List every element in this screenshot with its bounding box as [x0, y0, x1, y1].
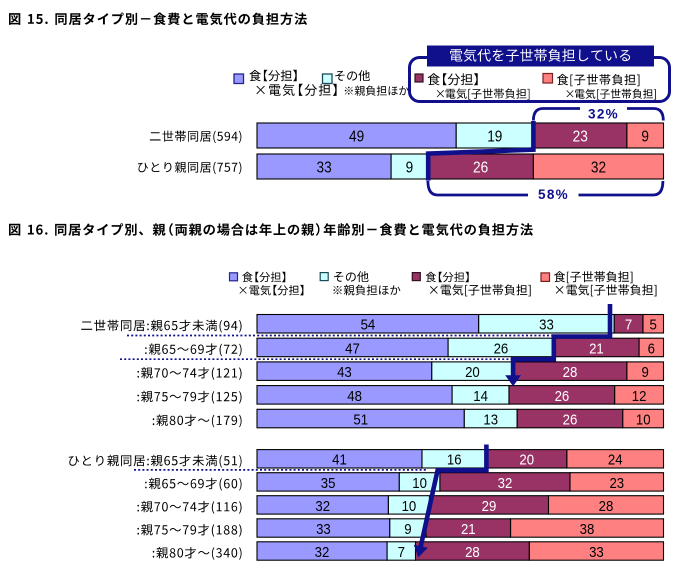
svg-text:28: 28 — [563, 363, 578, 380]
svg-text:28: 28 — [599, 497, 614, 514]
svg-text:10: 10 — [636, 411, 651, 428]
svg-text:32: 32 — [315, 543, 330, 560]
svg-text:9: 9 — [406, 160, 414, 177]
svg-text:24: 24 — [608, 451, 623, 468]
svg-text:47: 47 — [345, 339, 360, 356]
svg-text:7: 7 — [625, 316, 632, 333]
svg-text:33: 33 — [316, 520, 331, 537]
svg-text:29: 29 — [482, 497, 497, 514]
svg-text:33: 33 — [589, 543, 604, 560]
svg-text:19: 19 — [487, 129, 502, 146]
svg-text:26: 26 — [563, 411, 578, 428]
svg-text:26: 26 — [473, 160, 488, 177]
svg-text:6: 6 — [648, 339, 655, 356]
svg-text:38: 38 — [580, 520, 595, 537]
svg-text:28: 28 — [465, 543, 480, 560]
svg-text:10: 10 — [402, 497, 417, 514]
svg-text:58%: 58% — [538, 187, 569, 202]
svg-text:41: 41 — [332, 451, 347, 468]
svg-text:5: 5 — [650, 316, 657, 333]
svg-text:7: 7 — [398, 543, 405, 560]
svg-text:32: 32 — [498, 474, 513, 491]
svg-text:9: 9 — [642, 363, 649, 380]
svg-text:20: 20 — [465, 363, 480, 380]
svg-text:9: 9 — [641, 129, 649, 146]
svg-text:23: 23 — [609, 474, 624, 491]
svg-text:48: 48 — [347, 387, 362, 404]
svg-text:51: 51 — [353, 411, 368, 428]
svg-text:32: 32 — [315, 497, 330, 514]
svg-text:13: 13 — [483, 411, 498, 428]
svg-text:33: 33 — [317, 160, 332, 177]
svg-text:26: 26 — [494, 339, 509, 356]
svg-text:21: 21 — [461, 520, 476, 537]
svg-text:20: 20 — [519, 451, 534, 468]
svg-text:23: 23 — [573, 129, 588, 146]
svg-text:49: 49 — [349, 129, 364, 146]
svg-text:26: 26 — [555, 387, 570, 404]
svg-text:21: 21 — [589, 339, 604, 356]
svg-text:33: 33 — [539, 316, 554, 333]
svg-text:32: 32 — [591, 160, 606, 177]
svg-text:14: 14 — [473, 387, 488, 404]
svg-text:12: 12 — [632, 387, 647, 404]
svg-text:54: 54 — [361, 316, 376, 333]
svg-text:10: 10 — [412, 474, 427, 491]
svg-text:16: 16 — [447, 451, 462, 468]
svg-text:32%: 32% — [588, 106, 619, 121]
svg-text:43: 43 — [337, 363, 352, 380]
svg-text:9: 9 — [404, 520, 411, 537]
svg-text:35: 35 — [321, 474, 336, 491]
